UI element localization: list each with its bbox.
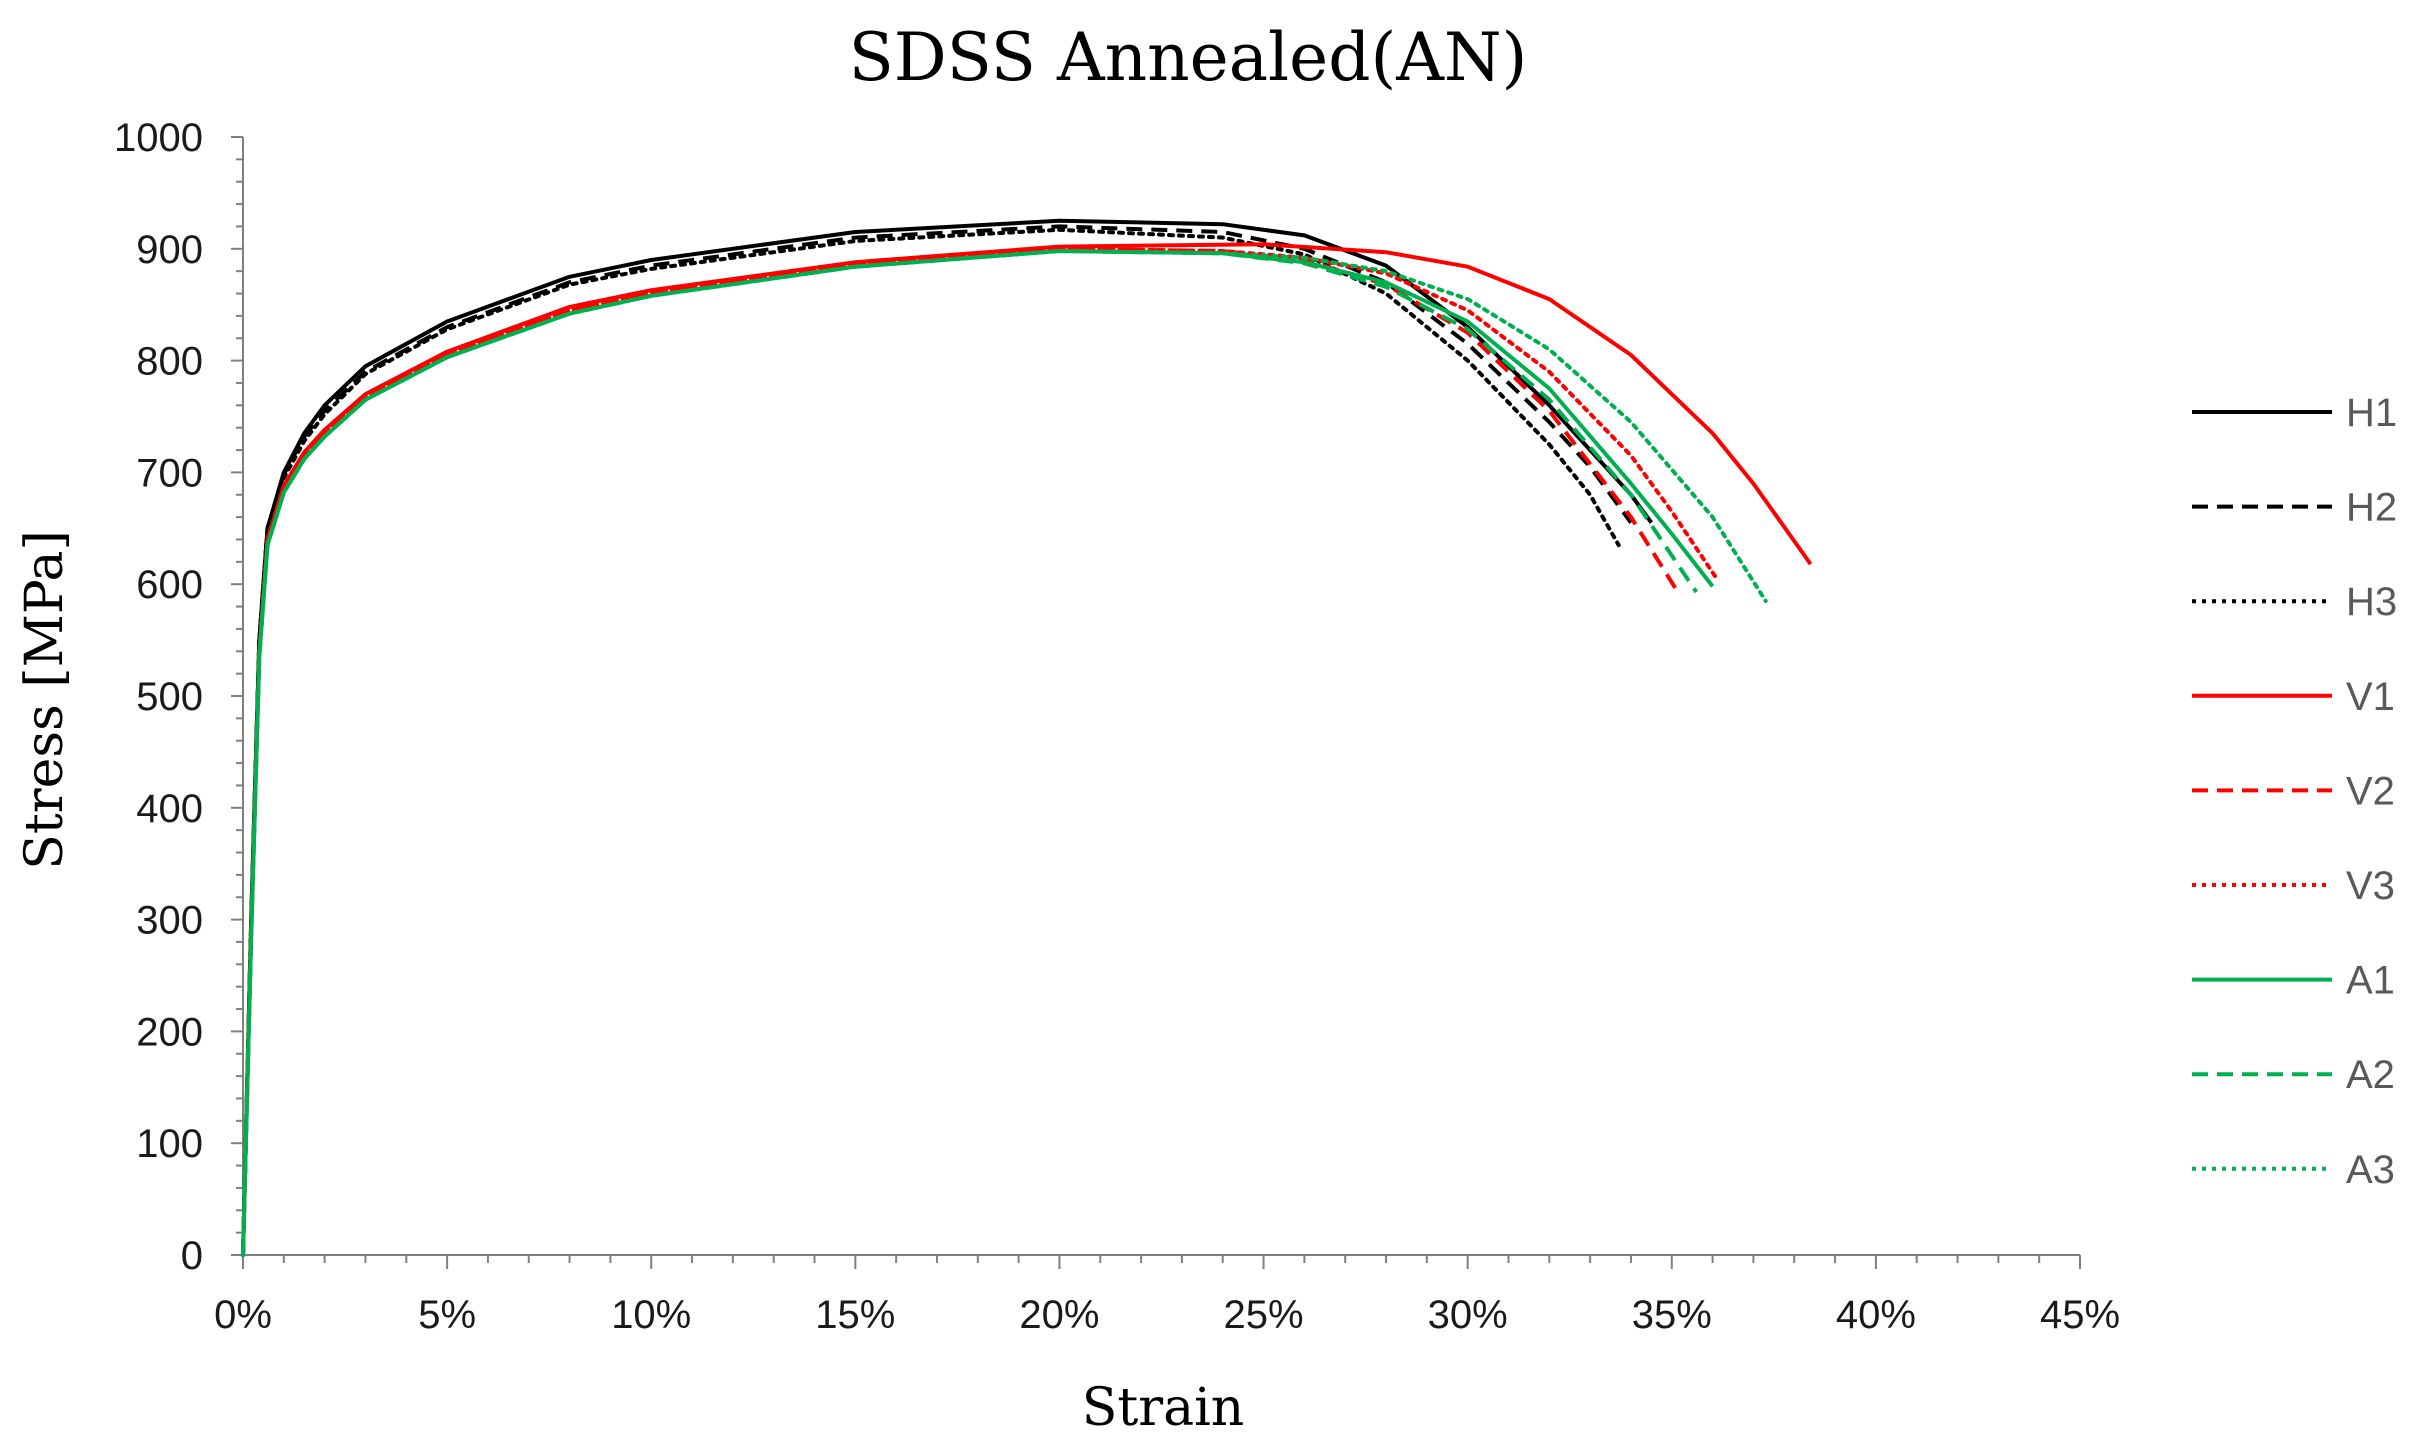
y-tick-label: 300 [136,899,203,943]
y-tick-label: 500 [136,675,203,719]
y-tick-label: 900 [136,228,203,272]
series-layer [241,218,1813,1257]
y-tick-label: 0 [181,1234,203,1278]
x-axis-title: Strain [1082,1378,1245,1438]
series-line-h2 [241,224,1633,1256]
legend-label-a2: A2 [2346,1053,2395,1097]
legend: H1 H2 H3 V1 V2 V3 A1 A2 A3 [2192,391,2397,1192]
y-tick-label: 100 [136,1122,203,1166]
axes-group: 0 100 200 300 400 500 600 700 800 900 1000 0% 5% 10% 1… [114,116,2120,1337]
x-tick-label: 10% [611,1293,691,1337]
legend-label-h1: H1 [2346,391,2397,435]
y-tick-label: 400 [136,787,203,831]
x-tick-label: 35% [1632,1293,1712,1337]
y-tick-label: 700 [136,451,203,495]
x-tick-label: 5% [418,1293,476,1337]
chart-title: SDSS Annealed(AN) [849,19,1528,96]
x-tick-label: 15% [815,1293,895,1337]
y-tick-label: 800 [136,340,203,384]
legend-label-h3: H3 [2346,580,2397,624]
legend-label-v3: V3 [2346,864,2395,908]
y-tick-label: 600 [136,563,203,607]
x-tick-label: 40% [1836,1293,1916,1337]
y-axis-title: Stress [MPa] [15,530,75,870]
x-tick-label: 20% [1019,1293,1099,1337]
x-tick-label: 45% [2040,1293,2120,1337]
series-line-h3 [241,227,1621,1257]
legend-label-v1: V1 [2346,675,2395,719]
series-line-v2 [241,246,1682,1256]
series-line-a3 [241,249,1768,1257]
y-tick-label: 1000 [114,116,203,160]
x-tick-label: 25% [1224,1293,1304,1337]
series-line-v1 [241,242,1813,1256]
x-tick-label: 0% [214,1293,272,1337]
legend-label-h2: H2 [2346,486,2397,530]
legend-label-v2: V2 [2346,769,2395,813]
legend-label-a3: A3 [2346,1148,2395,1192]
legend-label-a1: A1 [2346,959,2395,1003]
x-tick-label: 30% [1428,1293,1508,1337]
series-line-a1 [241,249,1715,1256]
series-line-v3 [241,246,1719,1257]
series-line-a2 [241,249,1698,1256]
series-line-h1 [241,218,1654,1256]
y-tick-label: 200 [136,1010,203,1054]
